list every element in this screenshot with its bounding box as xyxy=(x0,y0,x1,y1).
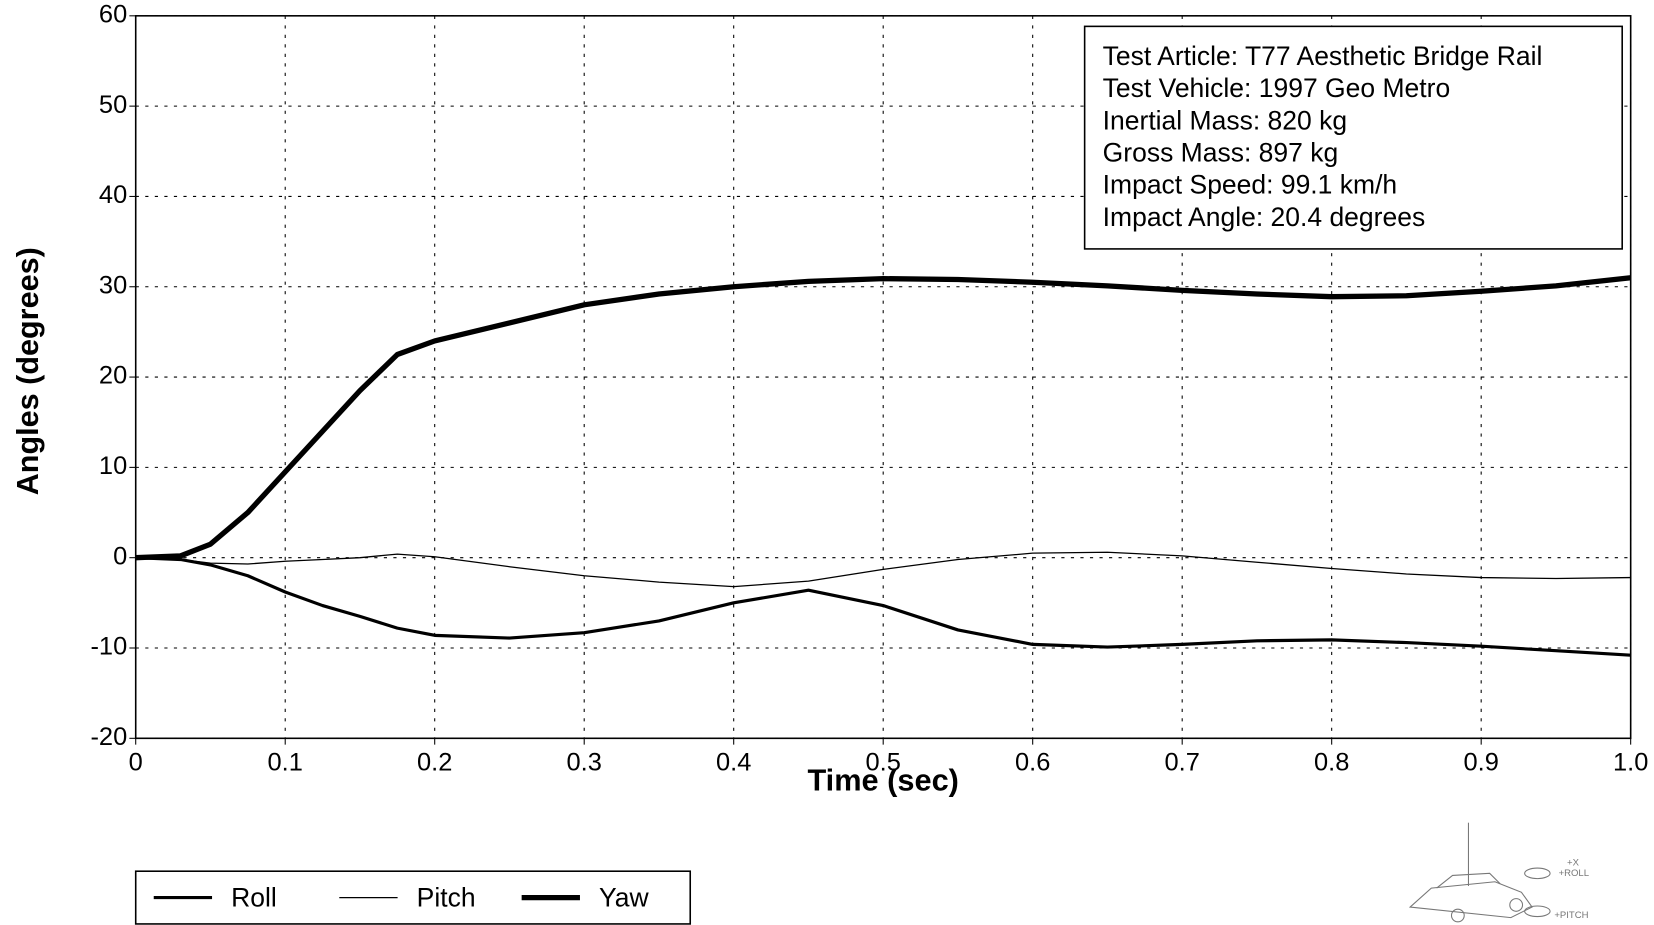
y-tick-label: 0 xyxy=(113,542,127,570)
y-tick-label: -10 xyxy=(90,633,127,661)
y-axis-label: Angles (degrees) xyxy=(11,247,45,495)
x-tick-label: 1.0 xyxy=(1613,748,1648,776)
icon-label: +X xyxy=(1567,857,1580,868)
x-tick-label: 0.9 xyxy=(1463,748,1498,776)
series-line xyxy=(135,275,1631,561)
annotation-text: Test Article: T77 Aesthetic Bridge Rail xyxy=(1103,41,1543,71)
x-tick-label: 0.3 xyxy=(567,748,602,776)
legend-box xyxy=(134,870,692,925)
legend-label: Roll xyxy=(231,883,277,913)
x-tick-label: 0.8 xyxy=(1314,748,1349,776)
plot-frame xyxy=(134,15,1632,740)
annotation-box xyxy=(1083,25,1623,250)
x-tick-label: 0.1 xyxy=(268,748,303,776)
x-tick-label: 0.7 xyxy=(1165,748,1200,776)
annotation-text: Impact Angle: 20.4 degrees xyxy=(1103,202,1426,232)
x-tick-label: 0.2 xyxy=(417,748,452,776)
x-tick-label: 0.6 xyxy=(1015,748,1050,776)
y-tick-label: 10 xyxy=(99,452,127,480)
annotation-text: Test Vehicle: 1997 Geo Metro xyxy=(1103,73,1451,103)
legend-label: Yaw xyxy=(599,883,649,913)
x-tick-label: 0.5 xyxy=(866,748,901,776)
icon-label: +PITCH xyxy=(1554,910,1588,921)
annotation-text: Inertial Mass: 820 kg xyxy=(1103,105,1347,135)
y-tick-label: 60 xyxy=(99,1,127,29)
x-tick-label: 0 xyxy=(129,748,143,776)
series-line xyxy=(135,556,1631,657)
legend-label: Pitch xyxy=(417,883,476,913)
icon-label: +ROLL xyxy=(1559,868,1589,879)
annotation-text: Gross Mass: 897 kg xyxy=(1103,138,1339,168)
vehicle-icon xyxy=(1408,822,1551,923)
y-tick-label: 50 xyxy=(99,91,127,119)
y-tick-label: 40 xyxy=(99,181,127,209)
y-tick-label: -20 xyxy=(90,723,127,751)
x-tick-label: 0.4 xyxy=(716,748,751,776)
x-axis-label: Time (sec) xyxy=(807,764,958,798)
series-line xyxy=(135,551,1631,588)
y-tick-label: 20 xyxy=(99,362,127,390)
annotation-text: Impact Speed: 99.1 km/h xyxy=(1103,170,1398,200)
y-tick-label: 30 xyxy=(99,271,127,299)
